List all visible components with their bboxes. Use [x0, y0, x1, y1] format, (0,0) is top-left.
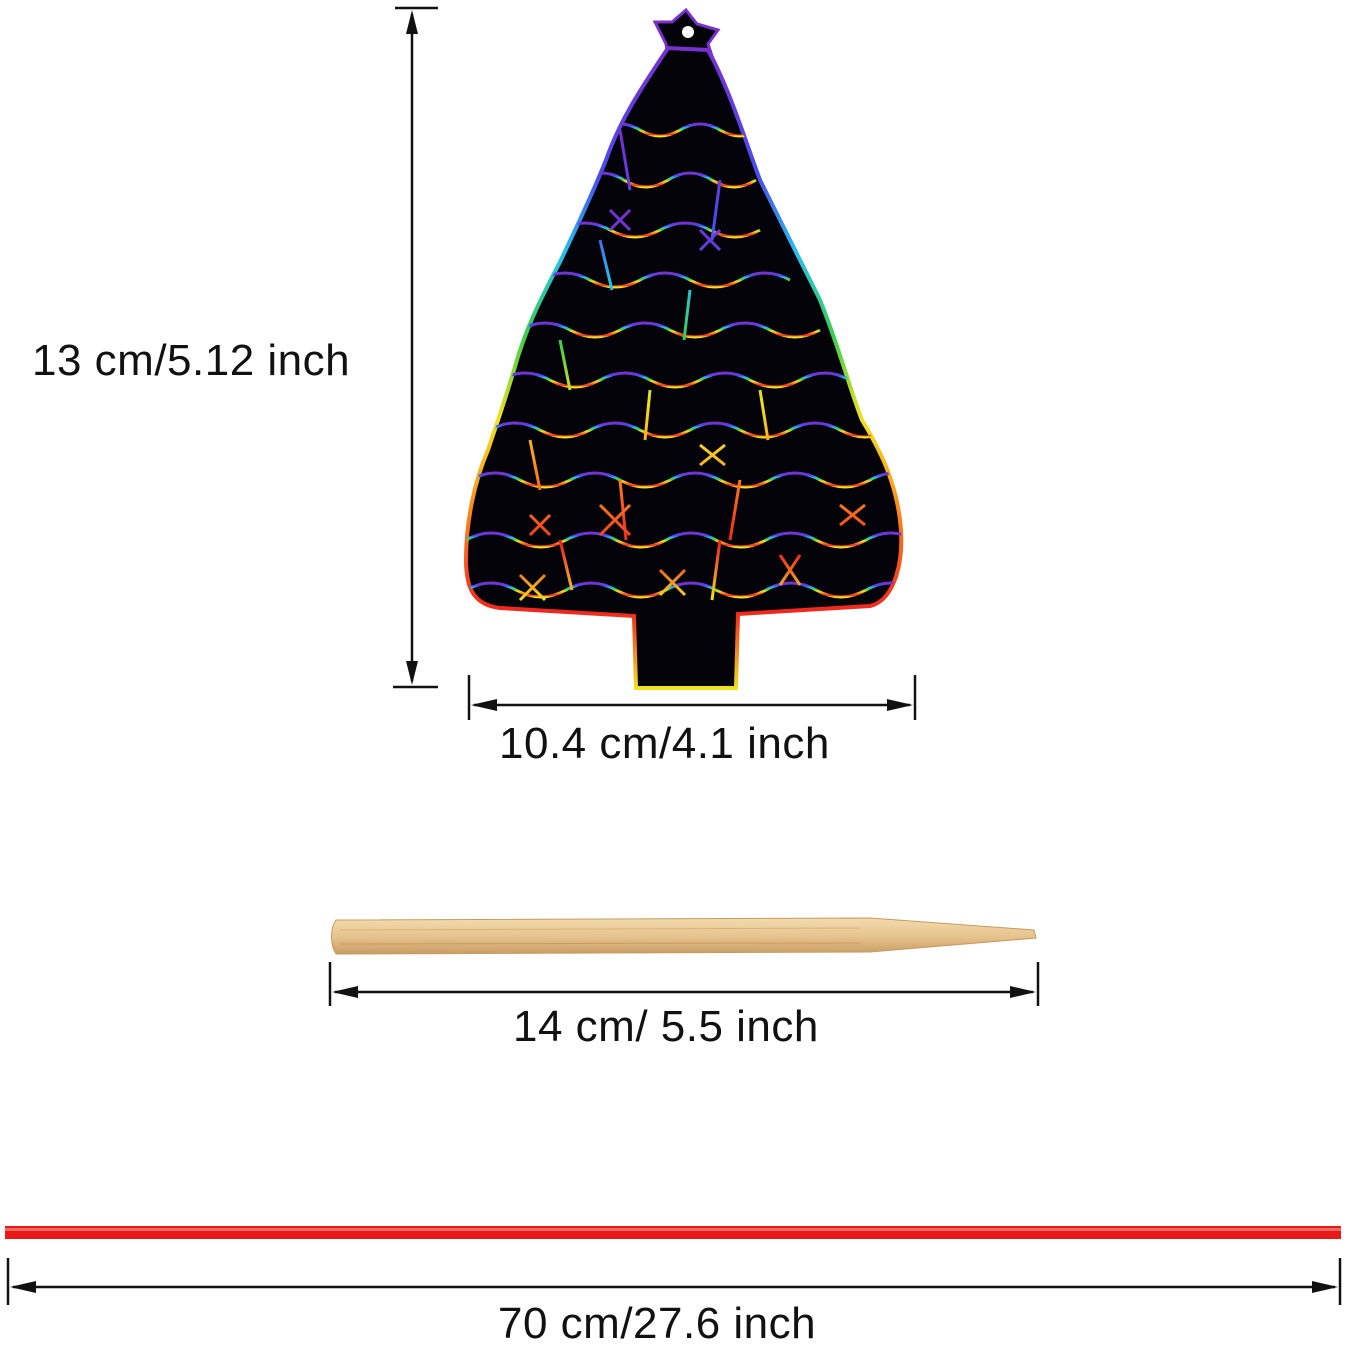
height-dimension-arrow [393, 6, 438, 689]
scratch-pattern [466, 122, 902, 602]
ribbon-highlight [5, 1228, 1341, 1231]
stick-length-label: 14 cm/ 5.5 inch [513, 1002, 819, 1051]
wooden-scratch-stick [331, 917, 1037, 955]
width-dimension-arrow [467, 675, 917, 720]
height-label: 13 cm/5.12 inch [32, 336, 351, 385]
stick-dimension-arrow [328, 962, 1040, 1006]
ribbon-length-label: 70 cm/27.6 inch [498, 1299, 817, 1348]
width-label: 10.4 cm/4.1 inch [499, 719, 830, 768]
red-ribbon [5, 1226, 1341, 1239]
hanging-hole [682, 26, 694, 38]
christmas-tree-ornament [463, 7, 904, 690]
ribbon-dimension-arrow [6, 1258, 1342, 1305]
